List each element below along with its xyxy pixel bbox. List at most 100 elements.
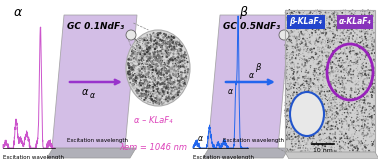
Circle shape xyxy=(291,150,292,152)
Circle shape xyxy=(284,83,286,84)
Circle shape xyxy=(325,142,326,143)
Circle shape xyxy=(345,43,346,44)
Circle shape xyxy=(339,66,341,68)
Circle shape xyxy=(159,61,161,62)
Circle shape xyxy=(370,47,371,48)
Circle shape xyxy=(138,90,139,92)
Circle shape xyxy=(337,48,338,49)
Circle shape xyxy=(318,38,319,40)
Circle shape xyxy=(321,90,323,92)
Circle shape xyxy=(372,15,373,17)
Circle shape xyxy=(152,40,155,42)
Circle shape xyxy=(163,73,165,76)
Circle shape xyxy=(316,63,317,65)
Circle shape xyxy=(135,54,137,56)
Circle shape xyxy=(338,69,339,71)
Circle shape xyxy=(300,95,301,96)
Circle shape xyxy=(140,45,141,47)
Circle shape xyxy=(360,99,362,101)
Circle shape xyxy=(370,34,372,35)
Circle shape xyxy=(302,93,304,95)
Circle shape xyxy=(349,31,351,33)
Circle shape xyxy=(181,75,183,76)
Circle shape xyxy=(133,67,135,69)
Circle shape xyxy=(178,69,179,70)
Circle shape xyxy=(291,141,292,142)
Circle shape xyxy=(336,111,337,113)
Circle shape xyxy=(316,105,318,107)
Circle shape xyxy=(174,54,175,55)
Circle shape xyxy=(178,70,180,72)
Circle shape xyxy=(347,73,349,74)
Circle shape xyxy=(348,101,349,102)
Circle shape xyxy=(167,60,170,63)
Circle shape xyxy=(324,70,325,71)
Circle shape xyxy=(350,26,352,28)
Circle shape xyxy=(158,98,159,100)
Circle shape xyxy=(144,39,145,40)
Circle shape xyxy=(186,72,189,75)
Circle shape xyxy=(306,60,308,62)
Circle shape xyxy=(157,63,158,64)
Circle shape xyxy=(172,84,174,85)
Circle shape xyxy=(348,124,349,125)
Circle shape xyxy=(324,48,325,50)
Circle shape xyxy=(156,60,158,62)
Circle shape xyxy=(289,111,290,112)
Circle shape xyxy=(308,33,309,34)
Circle shape xyxy=(321,98,323,100)
Circle shape xyxy=(372,28,373,29)
Circle shape xyxy=(162,90,164,93)
Circle shape xyxy=(296,44,297,46)
Circle shape xyxy=(180,55,182,57)
Circle shape xyxy=(166,55,168,58)
Circle shape xyxy=(136,91,138,93)
Circle shape xyxy=(141,78,143,80)
Circle shape xyxy=(293,91,295,93)
Circle shape xyxy=(347,67,349,69)
Circle shape xyxy=(289,120,290,121)
Circle shape xyxy=(335,52,336,53)
Circle shape xyxy=(301,28,302,30)
Circle shape xyxy=(149,62,152,64)
Circle shape xyxy=(158,55,160,58)
Circle shape xyxy=(163,68,164,70)
Circle shape xyxy=(315,31,316,33)
Circle shape xyxy=(287,49,288,50)
Circle shape xyxy=(144,62,147,65)
Circle shape xyxy=(341,71,342,72)
Circle shape xyxy=(341,137,342,139)
Circle shape xyxy=(291,54,293,55)
Circle shape xyxy=(305,44,307,45)
Circle shape xyxy=(178,79,179,80)
Circle shape xyxy=(343,148,344,149)
Circle shape xyxy=(308,41,310,43)
Circle shape xyxy=(365,66,367,68)
Circle shape xyxy=(307,15,309,17)
Circle shape xyxy=(311,135,312,136)
Circle shape xyxy=(328,91,329,93)
Circle shape xyxy=(288,115,289,116)
Circle shape xyxy=(367,18,368,19)
Circle shape xyxy=(340,52,342,54)
Circle shape xyxy=(356,99,357,100)
Circle shape xyxy=(167,85,169,87)
Circle shape xyxy=(161,78,163,80)
Circle shape xyxy=(337,76,338,78)
Circle shape xyxy=(300,57,301,58)
Circle shape xyxy=(362,47,364,48)
Circle shape xyxy=(135,43,137,45)
Circle shape xyxy=(344,82,345,83)
Circle shape xyxy=(160,59,161,61)
Circle shape xyxy=(165,91,167,93)
Circle shape xyxy=(329,57,330,58)
Circle shape xyxy=(134,54,135,55)
Circle shape xyxy=(150,58,151,59)
Circle shape xyxy=(334,56,335,57)
Circle shape xyxy=(369,108,370,109)
Circle shape xyxy=(356,145,357,146)
Circle shape xyxy=(163,79,165,81)
Circle shape xyxy=(353,127,355,128)
Circle shape xyxy=(316,58,317,59)
Circle shape xyxy=(149,53,151,55)
